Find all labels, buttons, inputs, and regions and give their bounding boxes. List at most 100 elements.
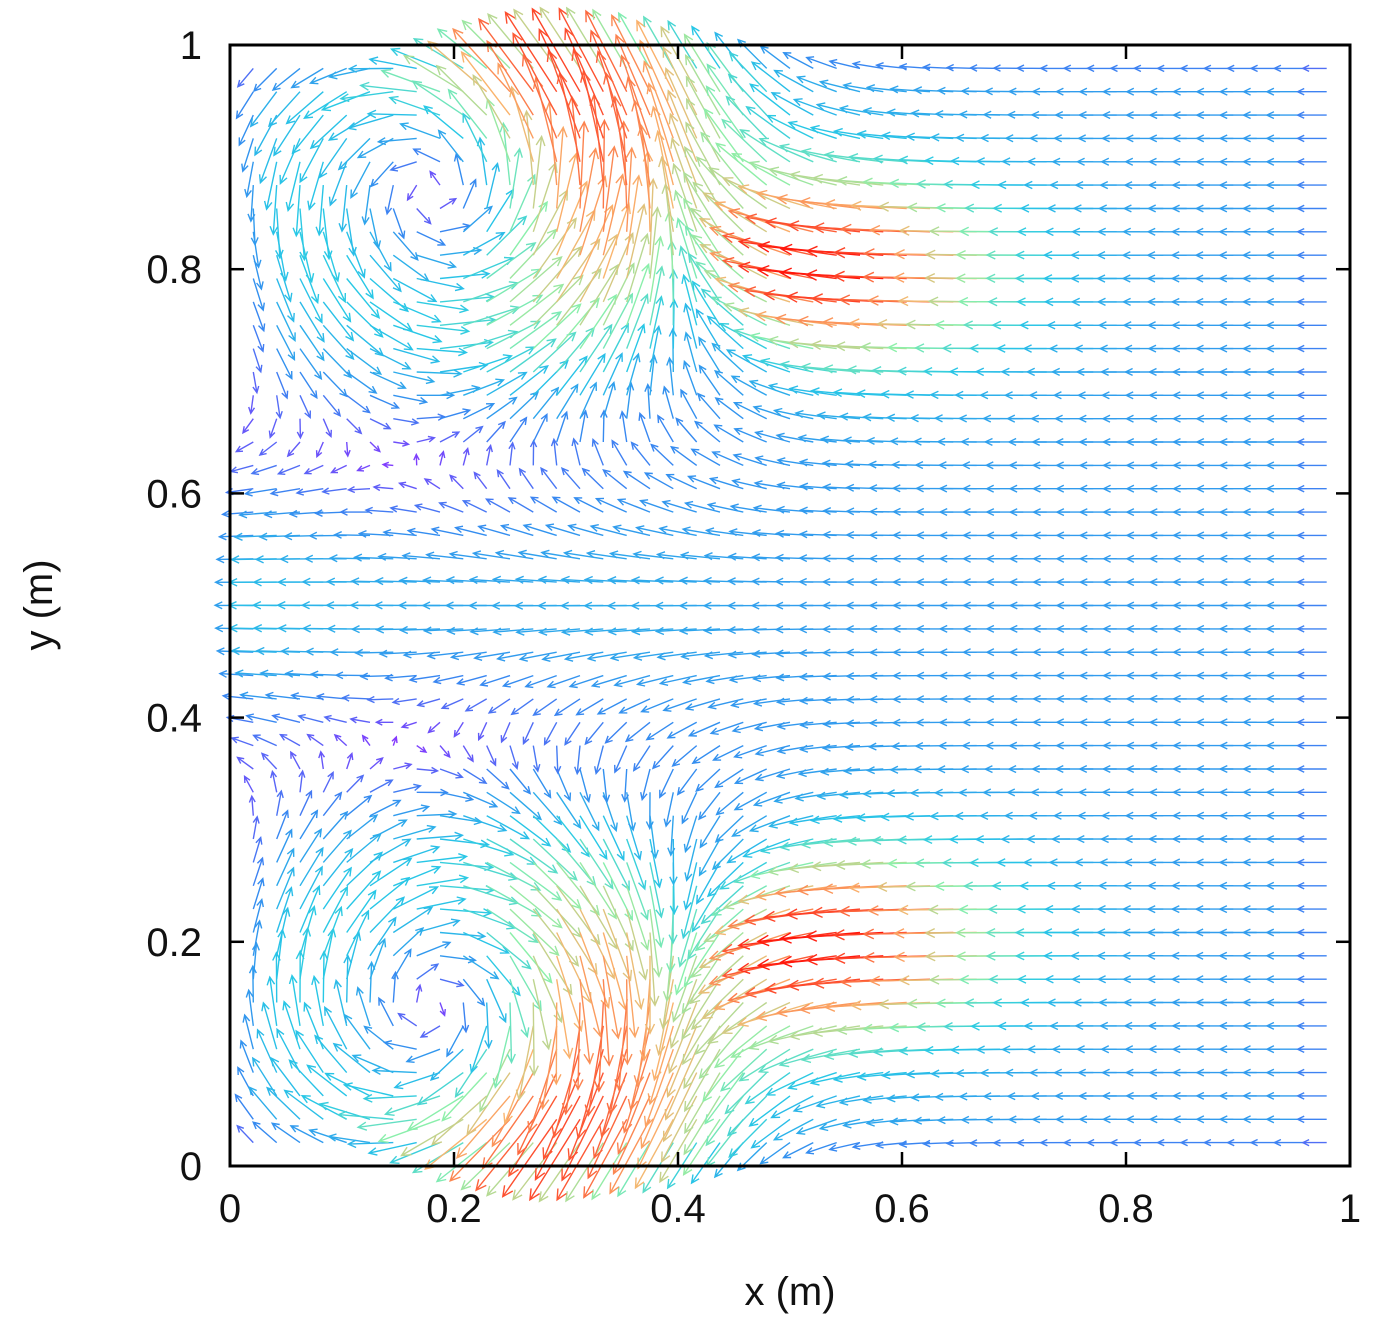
velocity-arrow (556, 383, 579, 420)
velocity-arrow (727, 552, 767, 561)
velocity-arrow (635, 525, 674, 537)
velocity-arrow (654, 626, 697, 636)
velocity-arrow (369, 857, 413, 887)
velocity-arrow (322, 231, 340, 283)
velocity-arrow (539, 6, 581, 69)
velocity-arrow (299, 138, 324, 184)
velocity-arrow (346, 394, 371, 414)
velocity-arrow (439, 431, 461, 443)
velocity-arrow (658, 525, 697, 537)
velocity-arrow (462, 402, 496, 420)
velocity-arrow (1295, 998, 1327, 1007)
velocity-arrow (556, 932, 592, 1004)
velocity-arrow (382, 528, 417, 537)
velocity-arrow (551, 496, 581, 513)
velocity-arrow (475, 1118, 534, 1192)
velocity-arrow (706, 63, 744, 116)
velocity-arrow (725, 95, 768, 139)
velocity-arrow (886, 108, 931, 117)
velocity-arrow (486, 931, 532, 970)
velocity-arrow (1295, 227, 1327, 236)
velocity-arrow (405, 1048, 441, 1063)
velocity-arrow (463, 354, 513, 373)
velocity-arrow (403, 54, 464, 93)
velocity-arrow (269, 185, 279, 236)
velocity-arrow (449, 1118, 511, 1182)
velocity-arrow (649, 265, 665, 326)
velocity-arrow (393, 394, 429, 405)
velocity-arrow (288, 1059, 324, 1097)
velocity-arrow (323, 714, 347, 723)
velocity-arrow (792, 98, 837, 116)
velocity-arrow (698, 217, 768, 256)
velocity-arrow (439, 270, 491, 280)
velocity-arrow (408, 674, 441, 683)
velocity-arrow (540, 549, 581, 560)
velocity-arrow (528, 1002, 539, 1077)
velocity-arrow (369, 896, 406, 933)
velocity-arrow (356, 1118, 417, 1131)
velocity-arrow (705, 1095, 744, 1147)
velocity-arrow (501, 674, 534, 688)
velocity-arrow (579, 381, 597, 419)
velocity-arrow (453, 152, 464, 186)
velocity-arrow (573, 497, 604, 513)
velocity-arrow (374, 718, 394, 726)
velocity-arrow (369, 418, 392, 430)
velocity-arrow (221, 692, 254, 701)
velocity-arrow (515, 627, 557, 636)
velocity-arrow (466, 1072, 511, 1136)
velocity-arrow (752, 791, 791, 807)
velocity-arrow (462, 178, 477, 209)
velocity-arrow (795, 75, 837, 93)
velocity-arrow (449, 474, 464, 490)
velocity-arrow (392, 254, 430, 282)
velocity-arrow (283, 1089, 324, 1120)
velocity-arrow (706, 861, 744, 898)
velocity-arrow (607, 627, 651, 636)
velocity-arrow (624, 721, 651, 743)
velocity-arrow (343, 1013, 371, 1050)
velocity-arrow (747, 1025, 814, 1051)
velocity-arrow (521, 53, 558, 139)
velocity-arrow (612, 524, 651, 537)
velocity-arrow (439, 768, 464, 779)
velocity-arrow (529, 439, 538, 466)
velocity-arrow (699, 243, 768, 280)
velocity-arrow (346, 278, 381, 320)
velocity-arrow (336, 1110, 394, 1120)
velocity-arrow (799, 720, 837, 729)
velocity-arrow (553, 745, 562, 775)
velocity-arrow (318, 750, 326, 770)
velocity-arrow (243, 488, 277, 497)
velocity-arrow (436, 28, 488, 69)
velocity-arrow (816, 411, 861, 420)
velocity-arrow (662, 385, 674, 419)
velocity-arrow (491, 575, 534, 584)
velocity-arrow (276, 809, 289, 840)
velocity-arrow (509, 885, 563, 929)
velocity-arrow (715, 791, 744, 816)
velocity-arrow (649, 235, 664, 303)
velocity-arrow (238, 114, 254, 147)
velocity-arrow (391, 735, 398, 746)
velocity-arrow (343, 953, 352, 1003)
x-tick-label: 0.8 (1098, 1187, 1154, 1231)
velocity-arrow (839, 223, 931, 235)
velocity-arrow (720, 1048, 768, 1092)
velocity-arrow (463, 838, 515, 857)
velocity-arrow (551, 1049, 581, 1139)
y-tick-label: 0.8 (146, 248, 202, 292)
velocity-arrow (487, 12, 534, 69)
velocity-arrow (392, 906, 434, 934)
velocity-arrow (649, 932, 660, 1007)
velocity-arrow (374, 576, 417, 586)
velocity-arrow (468, 575, 511, 585)
velocity-arrow (427, 40, 488, 93)
velocity-arrow (850, 200, 931, 211)
velocity-arrow (315, 693, 347, 701)
x-tick-label: 0.6 (874, 1187, 930, 1231)
velocity-arrow (654, 129, 674, 209)
velocity-arrow (630, 441, 651, 466)
